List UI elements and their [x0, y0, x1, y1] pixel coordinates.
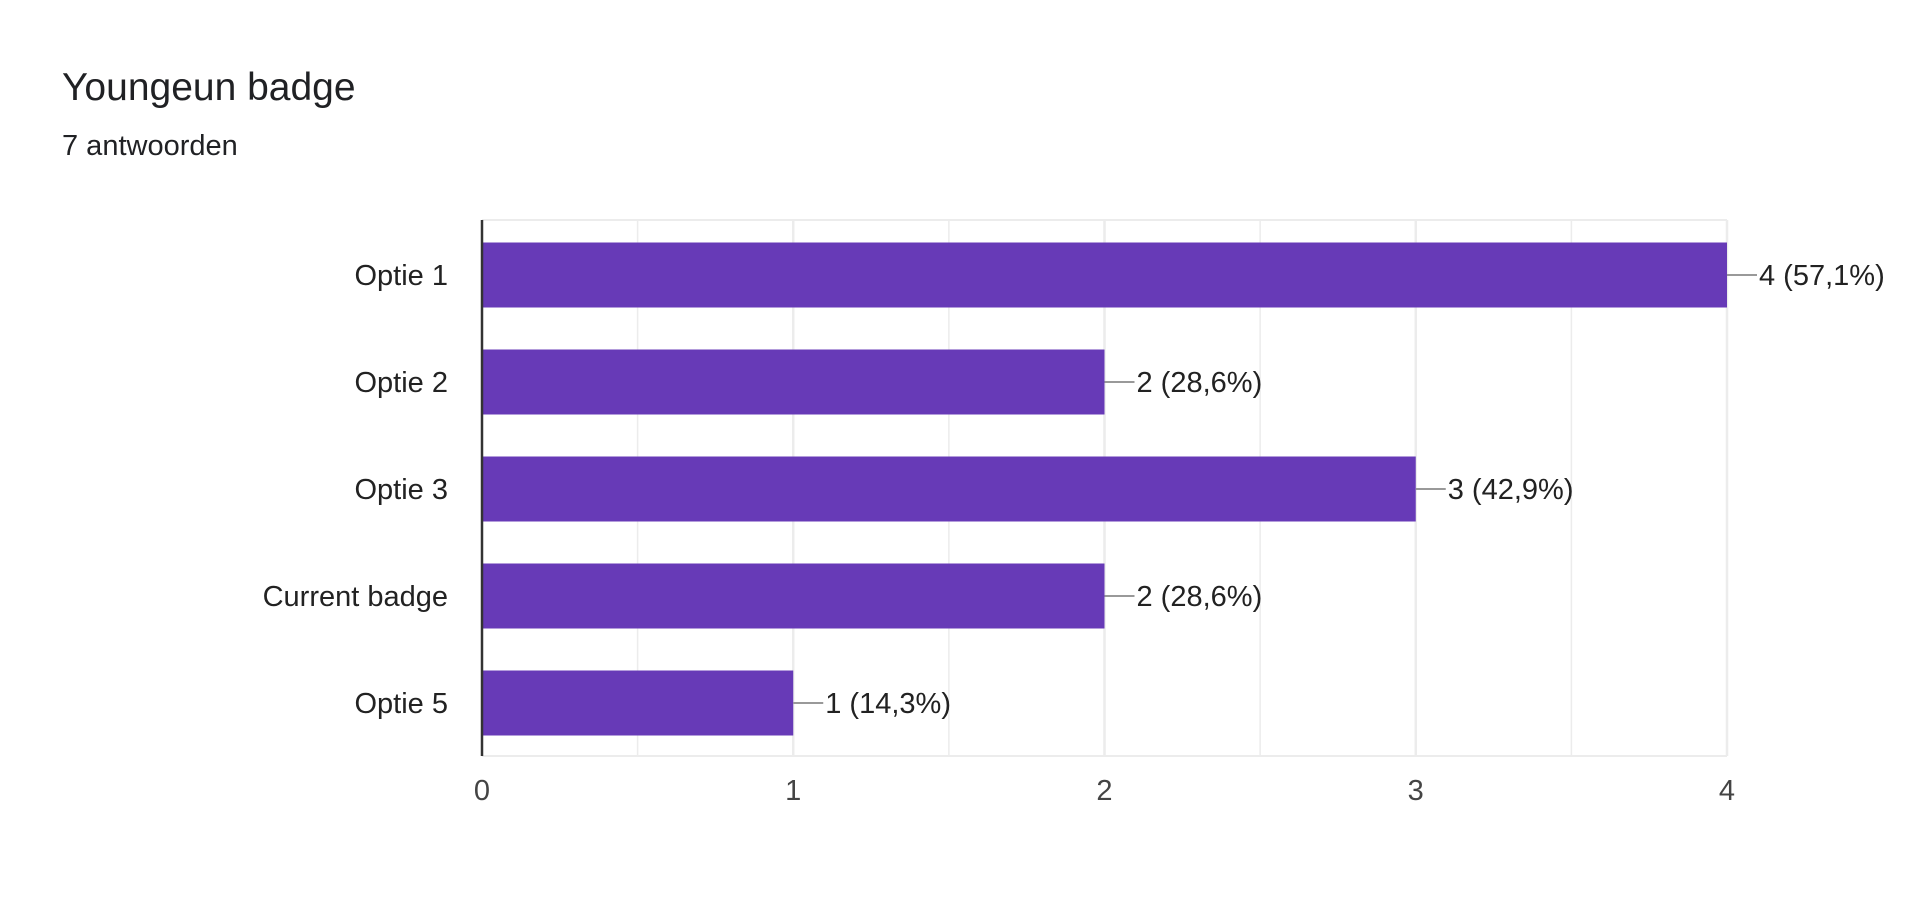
data-label: 3 (42,9%) — [1448, 474, 1574, 506]
data-label: 1 (14,3%) — [825, 688, 951, 720]
x-tick-label: 1 — [785, 775, 801, 807]
chart-title: Youngeun badge — [62, 66, 356, 109]
x-tick-label: 3 — [1408, 775, 1424, 807]
category-label: Optie 1 — [355, 260, 449, 292]
data-label: 2 (28,6%) — [1137, 581, 1263, 613]
data-label: 4 (57,1%) — [1759, 260, 1885, 292]
category-label: Current badge — [263, 581, 448, 613]
bar — [482, 670, 794, 736]
category-label: Optie 2 — [355, 367, 449, 399]
category-label: Optie 3 — [355, 474, 449, 506]
bar — [482, 242, 1727, 308]
response-count: 7 antwoorden — [62, 130, 238, 162]
bar — [482, 456, 1416, 522]
x-tick-label: 4 — [1719, 775, 1735, 807]
bar — [482, 563, 1105, 629]
x-tick-label: 2 — [1096, 775, 1112, 807]
bar — [482, 349, 1105, 415]
category-label: Optie 5 — [355, 688, 449, 720]
data-label: 2 (28,6%) — [1137, 367, 1263, 399]
x-tick-label: 0 — [474, 775, 490, 807]
